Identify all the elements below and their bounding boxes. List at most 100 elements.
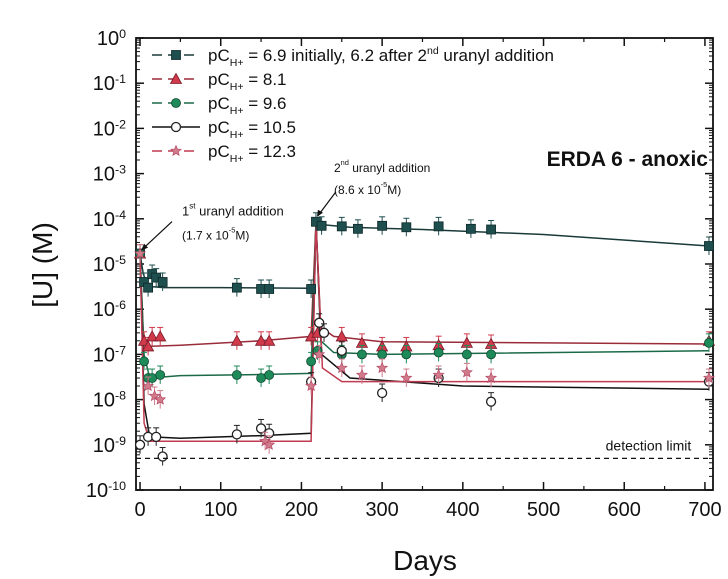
series-5-point	[460, 366, 473, 378]
series-5-point	[376, 361, 389, 374]
series-2-point	[335, 330, 348, 342]
series-1-point	[316, 220, 327, 231]
series-3-point	[139, 356, 149, 367]
x-tick-label: 300	[365, 499, 398, 521]
x-tick-label: 700	[688, 499, 721, 521]
series-5-point	[702, 371, 715, 384]
series-5-point	[134, 247, 147, 259]
series-2-point	[141, 340, 155, 352]
series-4-point	[314, 317, 325, 328]
y-tick-label: 100	[97, 27, 126, 50]
series-3-curve	[139, 221, 710, 379]
series-1-point	[336, 221, 347, 232]
series-2-point	[254, 334, 268, 346]
series-5-point	[335, 361, 348, 374]
detection-limit-label: detection limit	[606, 437, 692, 453]
y-tick-label: 10-1	[93, 72, 126, 95]
series-2-point	[230, 334, 244, 346]
series-2-point	[154, 330, 167, 342]
annotations: detection limit 1st uranyl addition (1.7 x…	[136, 158, 713, 460]
y-axis-title: [U] (M)	[27, 222, 58, 308]
axis-ticks: 0 100 200 300 400 500 600 700 100 10-1 10-2 10-3 10-…	[86, 27, 722, 521]
second-addition-concentration: (8.6 x 10-5M)	[334, 180, 401, 197]
x-tick-label: 0	[134, 499, 145, 521]
legend: pCH+ = 6.9 initially, 6.2 after 2nd uran…	[152, 45, 554, 165]
legend-label-1: pCH+ = 6.9 initially, 6.2 after 2nd uran…	[208, 45, 554, 69]
series-5-point	[400, 371, 413, 384]
legend-label-4: pCH+ = 10.5	[208, 118, 296, 141]
legend-marker-5	[170, 144, 182, 157]
y-tick-label: 10-8	[93, 389, 126, 412]
series-4-point	[151, 431, 162, 442]
series-5-point	[142, 379, 155, 392]
series-1-point	[256, 284, 266, 294]
series-3-point	[256, 373, 266, 383]
legend-marker-3	[171, 98, 181, 108]
series-2-point	[145, 330, 159, 342]
series-1-point	[231, 282, 242, 293]
first-addition-arrow	[141, 221, 173, 251]
y-tick-label: 10-4	[93, 208, 126, 231]
series-4-point	[231, 429, 243, 440]
y-tick-label: 10-9	[93, 434, 126, 457]
series-3-point	[357, 349, 367, 360]
series-5-point	[305, 379, 318, 392]
series-4-point	[255, 423, 267, 434]
series-4-point	[157, 451, 168, 462]
y-tick-label: 10-2	[93, 117, 126, 140]
series-4-point	[134, 439, 146, 450]
x-axis-title: Days	[393, 545, 457, 576]
series-3-point	[704, 337, 714, 348]
series-3-point	[306, 356, 317, 367]
first-addition-label: 1st uranyl addition	[182, 202, 284, 219]
series-1-point	[704, 241, 714, 251]
series-1-point	[157, 277, 168, 287]
series-5-point	[263, 438, 276, 450]
series-5-curve	[139, 221, 709, 442]
series-3-point	[486, 349, 496, 360]
series-4-point	[318, 327, 330, 338]
series-1-point	[401, 222, 412, 233]
second-addition-arrowhead	[316, 209, 323, 217]
legend-label-5: pCH+ = 12.3	[208, 142, 296, 165]
series-1-point	[353, 223, 363, 234]
chart-title: ERDA 6 - anoxic	[547, 148, 709, 171]
data-points	[133, 212, 716, 466]
legend-label-2: pCH+ = 8.1	[208, 70, 287, 93]
series-4-point	[485, 396, 497, 407]
legend-marker-4	[170, 121, 182, 133]
x-tick-label: 500	[527, 499, 560, 521]
series-1-point	[306, 284, 317, 294]
series-5-point	[432, 368, 445, 381]
series-3-point	[401, 349, 412, 360]
y-tick-label: 10-5	[93, 253, 126, 276]
series-2-point	[262, 334, 276, 346]
series-1-point	[433, 221, 444, 232]
series-4-curve	[139, 221, 710, 439]
first-addition-concentration: (1.7 x 10-5M)	[182, 226, 249, 243]
model-curves	[139, 220, 710, 442]
y-tick-label: 10-3	[93, 163, 126, 186]
y-tick-label: 10-6	[93, 298, 126, 321]
series-5-point	[355, 368, 368, 381]
series-1-point	[143, 282, 154, 293]
series-3-point	[377, 349, 388, 360]
series-5-point	[313, 348, 326, 360]
series-3-point	[433, 347, 444, 358]
x-tick-label: 100	[204, 499, 237, 521]
series-1-point	[466, 223, 476, 234]
x-tick-label: 400	[446, 499, 479, 521]
legend-label-3: pCH+ = 9.6	[208, 94, 287, 117]
y-tick-label: 10-10	[86, 479, 126, 502]
series-3-point	[155, 370, 166, 380]
y-tick-label: 10-7	[93, 343, 126, 366]
series-3-point	[461, 349, 472, 360]
series-1-point	[486, 224, 496, 235]
series-1-point	[264, 284, 275, 294]
series-5-point	[485, 371, 498, 384]
series-3-point	[231, 370, 242, 380]
x-tick-label: 600	[608, 499, 641, 521]
series-1-point	[377, 220, 388, 231]
legend-marker-1	[171, 50, 181, 60]
